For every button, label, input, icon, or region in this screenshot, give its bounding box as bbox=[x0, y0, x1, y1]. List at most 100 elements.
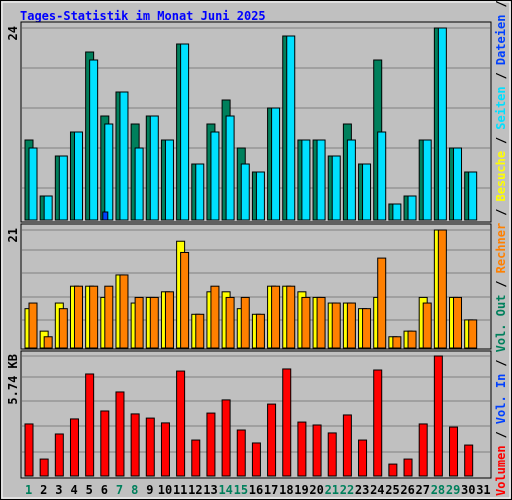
bar bbox=[54, 433, 64, 477]
legend-entry: Seiten bbox=[494, 86, 508, 129]
bar bbox=[164, 139, 174, 221]
x-tick-label: 27 bbox=[416, 483, 430, 497]
bar bbox=[468, 319, 478, 349]
bar bbox=[180, 251, 190, 349]
bar bbox=[104, 285, 114, 349]
x-tick-label: 12 bbox=[188, 483, 202, 497]
bar bbox=[43, 195, 53, 221]
x-tick-label: 26 bbox=[400, 483, 414, 497]
bar bbox=[195, 313, 205, 349]
bar bbox=[346, 139, 356, 221]
bar bbox=[28, 302, 38, 349]
bar bbox=[312, 424, 322, 477]
x-tick-label: 24 bbox=[370, 483, 384, 497]
bar bbox=[301, 296, 311, 349]
bar bbox=[115, 391, 125, 477]
bar bbox=[240, 296, 250, 349]
bar bbox=[331, 155, 341, 221]
x-tick-label: 28 bbox=[431, 483, 445, 497]
bar bbox=[28, 147, 38, 221]
bar bbox=[468, 171, 478, 221]
x-tick-label: 16 bbox=[249, 483, 263, 497]
bar bbox=[271, 107, 281, 221]
bar bbox=[342, 414, 352, 477]
bar bbox=[407, 195, 417, 221]
bar bbox=[89, 59, 99, 221]
bar bbox=[210, 285, 220, 349]
legend-separator: / bbox=[494, 280, 508, 287]
x-tick-label: 18 bbox=[279, 483, 293, 497]
y-tick-label: 5.74 KB bbox=[6, 354, 20, 405]
legend-separator: / bbox=[494, 209, 508, 216]
x-tick-label: 2 bbox=[40, 483, 47, 497]
bar bbox=[134, 147, 144, 221]
bar bbox=[89, 285, 99, 349]
bar bbox=[437, 27, 447, 221]
bar bbox=[267, 403, 277, 477]
bar bbox=[225, 115, 235, 221]
bar bbox=[453, 147, 463, 221]
bar bbox=[206, 412, 216, 477]
bar bbox=[403, 458, 413, 477]
x-tick-label: 13 bbox=[203, 483, 217, 497]
bar bbox=[377, 257, 387, 349]
bar bbox=[255, 313, 265, 349]
bar bbox=[58, 308, 68, 349]
bar bbox=[251, 442, 261, 477]
bar bbox=[236, 429, 246, 477]
legend-entry: Dateien bbox=[494, 15, 508, 66]
bar bbox=[362, 308, 372, 349]
x-tick-label: 3 bbox=[55, 483, 62, 497]
bar bbox=[464, 444, 474, 477]
legend-separator: / bbox=[494, 72, 508, 79]
bar bbox=[210, 131, 220, 221]
legend-entry: Vol. Out bbox=[494, 295, 508, 353]
x-tick-label: 10 bbox=[158, 483, 172, 497]
x-tick-label: 31 bbox=[476, 483, 490, 497]
bar bbox=[286, 35, 296, 221]
bar bbox=[119, 91, 129, 221]
bar bbox=[301, 139, 311, 221]
bar bbox=[418, 423, 428, 477]
bar bbox=[149, 296, 159, 349]
bar bbox=[43, 336, 53, 349]
legend: Volumen / Vol. In / Vol. Out / Rechner / Besuche… bbox=[494, 0, 508, 496]
bar bbox=[225, 296, 235, 349]
x-tick-label: 1 bbox=[25, 483, 32, 497]
bar bbox=[433, 355, 443, 477]
bar bbox=[392, 203, 402, 221]
x-tick-label: 4 bbox=[70, 483, 77, 497]
bar bbox=[119, 274, 129, 349]
x-tick-label: 11 bbox=[173, 483, 187, 497]
legend-entry: Volumen bbox=[494, 445, 508, 496]
legend-entry: Vol. In bbox=[494, 374, 508, 425]
bar bbox=[392, 336, 402, 349]
x-tick-label: 20 bbox=[309, 483, 323, 497]
legend-entry: Besuche bbox=[494, 151, 508, 202]
bar bbox=[164, 291, 174, 349]
bar bbox=[437, 229, 447, 349]
bar bbox=[180, 43, 190, 221]
bar bbox=[346, 302, 356, 349]
x-tick-label: 5 bbox=[86, 483, 93, 497]
legend-separator: / bbox=[494, 359, 508, 366]
bar bbox=[134, 296, 144, 349]
x-tick-label: 7 bbox=[116, 483, 123, 497]
bar bbox=[271, 285, 281, 349]
bar bbox=[240, 163, 250, 221]
bar bbox=[388, 463, 398, 477]
x-tick-label: 30 bbox=[461, 483, 475, 497]
bar bbox=[69, 418, 79, 477]
x-tick-label: 14 bbox=[218, 483, 232, 497]
legend-separator: / bbox=[494, 137, 508, 144]
x-tick-label: 21 bbox=[325, 483, 339, 497]
x-tick-label: 9 bbox=[146, 483, 153, 497]
x-tick-label: 6 bbox=[101, 483, 108, 497]
title: Tages-Statistik im Monat Juni 2025 bbox=[20, 9, 266, 23]
bar bbox=[176, 370, 186, 477]
y-tick-label: 21 bbox=[6, 228, 20, 242]
x-tick-label: 23 bbox=[355, 483, 369, 497]
bar bbox=[130, 413, 140, 477]
x-tick-label: 25 bbox=[385, 483, 399, 497]
